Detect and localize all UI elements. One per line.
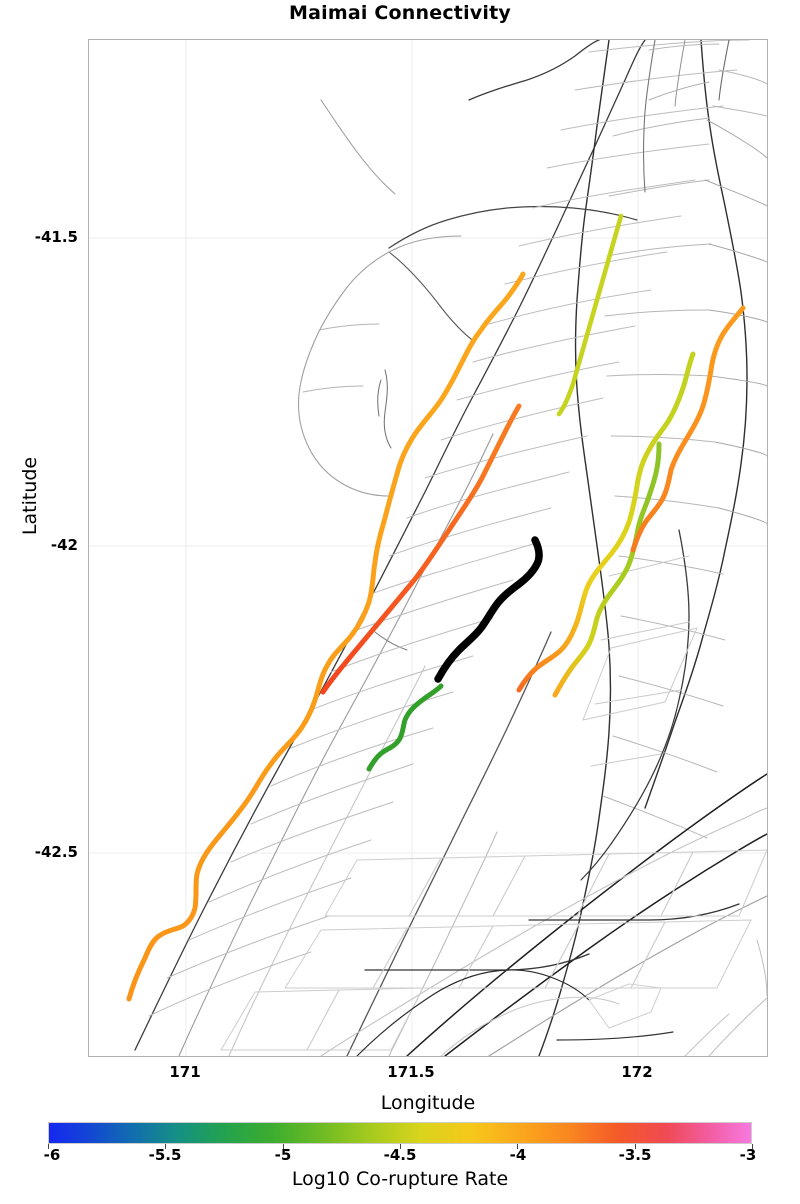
- colorbar-tick-label-1: -5.5: [148, 1146, 182, 1164]
- ytick-label-1: -42: [50, 536, 78, 554]
- colorbar-tick-label-6: -3: [739, 1146, 757, 1164]
- connected-fault-traces: [126, 213, 746, 1002]
- ytick-label-0: -41.5: [34, 228, 78, 246]
- colorbar[interactable]: [48, 1122, 753, 1149]
- colorbar-tick-label-3: -4.5: [383, 1146, 417, 1164]
- colorbar-tick: [400, 1144, 401, 1149]
- fault-strand-f: [552, 441, 662, 698]
- colorbar-tick: [517, 1144, 519, 1149]
- colorbar-tick: [634, 1144, 636, 1149]
- colorbar-tick: [165, 1144, 167, 1149]
- source-fault-maimai: [434, 536, 543, 683]
- fault-strand-a: [126, 271, 526, 1002]
- page-title: Maimai Connectivity: [289, 2, 511, 24]
- colorbar-tick-label-5: -3.5: [618, 1146, 652, 1164]
- map-plot-area[interactable]: [88, 39, 768, 1057]
- xtick-label-2: 172: [621, 1063, 653, 1081]
- colorbar-tick-label-0: -6: [43, 1146, 61, 1164]
- fault-strand-c: [516, 351, 696, 693]
- colorbar-label: Log10 Co-rupture Rate: [291, 1168, 509, 1190]
- ytick-label-2: -42.5: [34, 843, 78, 861]
- fault-strand-e: [366, 683, 444, 772]
- colorbar-gradient: [48, 1122, 752, 1144]
- colorbar-tick: [282, 1144, 284, 1149]
- background-fault-traces: [134, 40, 767, 1056]
- xtick-label-0: 171: [169, 1063, 201, 1081]
- x-axis-label: Longitude: [380, 1092, 476, 1114]
- fault-strand-d: [556, 213, 624, 417]
- fault-strand-g: [630, 305, 746, 553]
- xtick-label-1: 171.5: [387, 1063, 435, 1081]
- colorbar-tick: [48, 1144, 49, 1149]
- y-axis-label: Latitude: [19, 456, 41, 536]
- colorbar-tick: [752, 1144, 753, 1149]
- gridlines: [89, 40, 767, 1056]
- colorbar-tick-label-2: -5: [274, 1146, 292, 1164]
- colorbar-tick-label-4: -4: [509, 1146, 527, 1164]
- fault-strand-b: [320, 403, 522, 695]
- fault-map: [89, 40, 767, 1056]
